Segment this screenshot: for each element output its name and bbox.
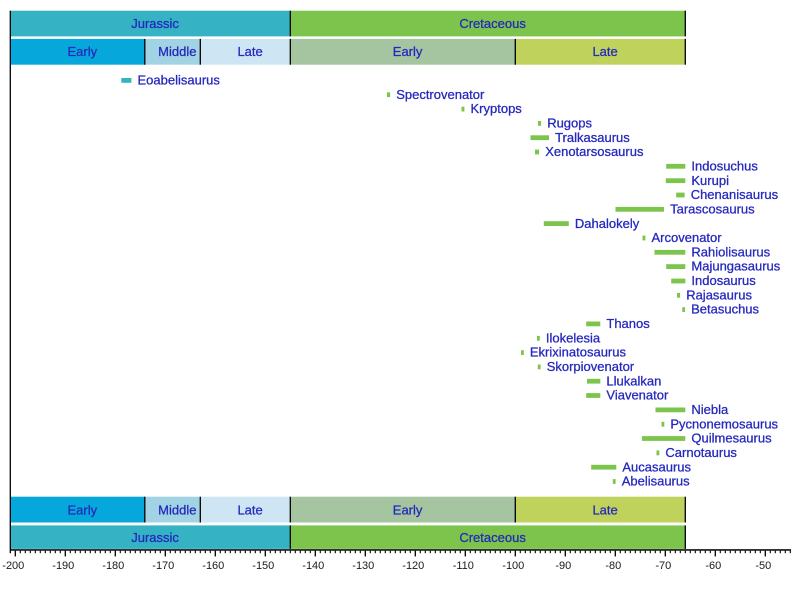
svg-text:-90: -90 (555, 560, 571, 572)
svg-text:Late: Late (592, 502, 617, 517)
svg-text:Kurupi: Kurupi (691, 173, 729, 188)
svg-text:Ekrixinatosaurus: Ekrixinatosaurus (530, 345, 627, 360)
svg-text:-160: -160 (202, 560, 224, 572)
svg-text:Carnotaurus: Carnotaurus (665, 445, 737, 460)
svg-text:-110: -110 (453, 560, 474, 572)
svg-text:Kryptops: Kryptops (471, 101, 523, 116)
svg-text:Quilmesaurus: Quilmesaurus (691, 431, 772, 446)
svg-text:-50: -50 (755, 560, 771, 572)
svg-text:Rahiolisaurus: Rahiolisaurus (691, 244, 770, 259)
svg-text:Cretaceous: Cretaceous (459, 16, 526, 31)
svg-text:Majungasaurus: Majungasaurus (691, 259, 780, 274)
svg-text:Eoabelisaurus: Eoabelisaurus (138, 73, 221, 88)
svg-text:Pycnonemosaurus: Pycnonemosaurus (670, 416, 778, 431)
svg-text:Early: Early (67, 44, 97, 59)
svg-text:Tarascosaurus: Tarascosaurus (670, 201, 755, 216)
svg-text:Viavenator: Viavenator (606, 388, 669, 403)
svg-text:Early: Early (67, 502, 97, 517)
svg-text:-70: -70 (655, 560, 671, 572)
svg-text:Rugops: Rugops (547, 116, 592, 131)
svg-text:Abelisaurus: Abelisaurus (622, 474, 690, 489)
svg-text:Rajasaurus: Rajasaurus (686, 287, 752, 302)
svg-text:Thanos: Thanos (606, 316, 650, 331)
svg-text:Llukalkan: Llukalkan (606, 373, 661, 388)
svg-text:-100: -100 (502, 560, 524, 572)
svg-text:Early: Early (393, 502, 423, 517)
svg-text:-190: -190 (52, 560, 74, 572)
svg-text:-150: -150 (252, 560, 274, 572)
svg-text:Spectrovenator: Spectrovenator (396, 87, 485, 102)
svg-text:Jurassic: Jurassic (131, 530, 179, 545)
svg-text:Late: Late (237, 44, 262, 59)
svg-text:-170: -170 (152, 560, 174, 572)
svg-text:Skorpiovenator: Skorpiovenator (547, 359, 635, 374)
svg-text:-120: -120 (402, 560, 424, 572)
svg-text:Late: Late (237, 502, 262, 517)
svg-text:Jurassic: Jurassic (131, 16, 179, 31)
svg-text:Aucasaurus: Aucasaurus (622, 459, 691, 474)
svg-text:-140: -140 (302, 560, 324, 572)
svg-text:Middle: Middle (158, 502, 196, 517)
svg-text:Ilokelesia: Ilokelesia (546, 330, 601, 345)
svg-text:Dahalokely: Dahalokely (575, 216, 640, 231)
svg-text:Early: Early (393, 44, 423, 59)
svg-text:Middle: Middle (158, 44, 196, 59)
svg-text:Indosaurus: Indosaurus (691, 273, 756, 288)
svg-text:Indosuchus: Indosuchus (691, 158, 758, 173)
svg-text:-130: -130 (352, 560, 374, 572)
svg-text:-80: -80 (605, 560, 621, 572)
svg-text:Cretaceous: Cretaceous (459, 530, 526, 545)
svg-text:Xenotarsosaurus: Xenotarsosaurus (545, 144, 644, 159)
svg-text:Niebla: Niebla (691, 402, 729, 417)
svg-text:Betasuchus: Betasuchus (691, 302, 759, 317)
svg-text:-200: -200 (2, 560, 24, 572)
svg-text:-60: -60 (705, 560, 721, 572)
svg-text:Chenanisaurus: Chenanisaurus (691, 187, 779, 202)
svg-text:-180: -180 (102, 560, 124, 572)
svg-text:Tralkasaurus: Tralkasaurus (555, 130, 630, 145)
svg-text:Arcovenator: Arcovenator (652, 230, 723, 245)
svg-text:Late: Late (592, 44, 617, 59)
